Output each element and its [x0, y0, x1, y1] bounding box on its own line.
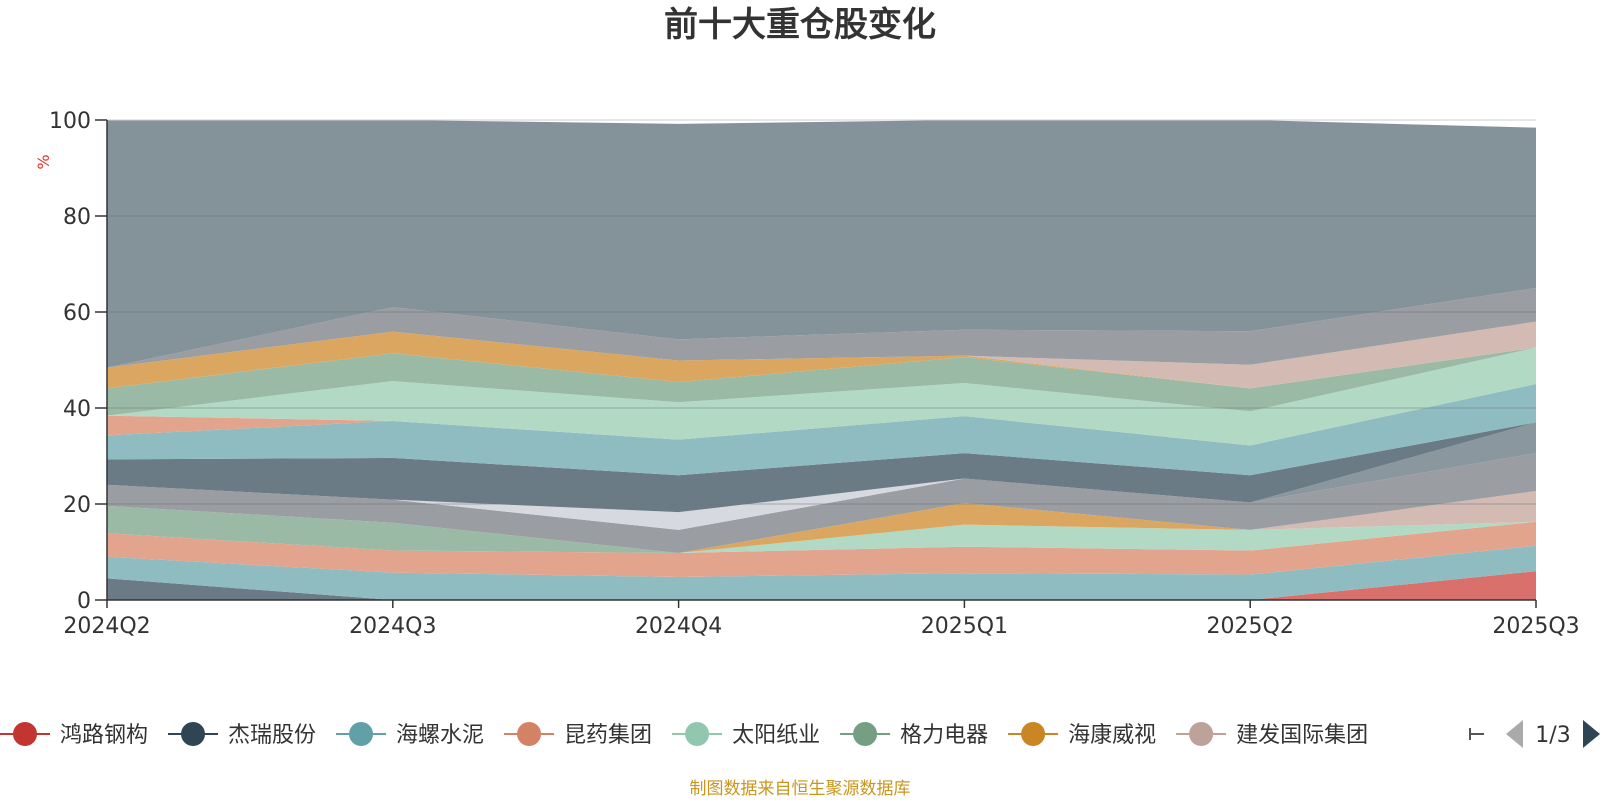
x-tick-label: 2024Q3 — [349, 614, 436, 639]
legend-marker — [685, 722, 710, 746]
area-layer-4 — [107, 521, 1536, 553]
area-layers — [107, 120, 1536, 600]
legend-item[interactable]: 建发国际集团 — [1176, 722, 1368, 748]
area-layer-13 — [107, 384, 1536, 476]
legend-marker — [1189, 722, 1214, 746]
y-tick-label: 0 — [77, 589, 91, 614]
legend-marker — [349, 722, 374, 746]
legend-item[interactable]: 海螺水泥 — [336, 722, 484, 748]
area-layer-18 — [107, 321, 1536, 389]
legend-next-icon[interactable] — [1583, 720, 1600, 748]
legend-item[interactable]: 格力电器 — [840, 722, 988, 748]
area-layer-0 — [107, 571, 1536, 600]
axes: 2024Q2 2024Q3 2024Q4 2025Q1 2025Q2 2025Q3 — [63, 120, 1580, 639]
area-layer-15 — [107, 347, 1536, 446]
area-layer-17 — [107, 331, 1536, 389]
legend-label: 昆药集团 — [564, 723, 652, 748]
legend-marker — [181, 722, 206, 746]
y-tick-label: 80 — [63, 205, 91, 230]
x-tick-label: 2025Q1 — [921, 614, 1008, 639]
area-layer-1 — [107, 571, 1536, 600]
legend-item[interactable]: 鸿路钢构 — [0, 722, 148, 748]
y-axis-unit: % — [34, 154, 53, 169]
legend-label: 海螺水泥 — [396, 723, 484, 748]
x-tick-label: 2025Q2 — [1207, 614, 1294, 639]
area-layer-8 — [107, 453, 1536, 553]
area-layer-5 — [107, 505, 1536, 553]
area-layer-12 — [107, 422, 1536, 513]
legend-label: 鸿路钢构 — [60, 723, 148, 748]
area-layer-16 — [107, 347, 1536, 416]
legend-page-indicator: 1/3 — [1535, 723, 1570, 748]
source-note: 制图数据来自恒生聚源数据库 — [690, 779, 911, 799]
y-tick-label: 20 — [63, 493, 91, 518]
x-tick-label: 2025Q3 — [1492, 614, 1579, 639]
area-layer-2 — [107, 545, 1536, 600]
legend-label: 杰瑞股份 — [228, 723, 316, 748]
legend-item[interactable]: 昆药集团 — [504, 722, 652, 748]
y-tick-label: 100 — [49, 109, 91, 134]
y-tick-label: 60 — [63, 301, 91, 326]
legend: 鸿路钢构 杰瑞股份 海螺水泥 昆药集团 太阳纸业 格力电器 海康威视 建发国际集团 1/3 — [0, 720, 1600, 748]
legend-marker — [1021, 722, 1046, 746]
grid-lines: 0 20 40 60 80 100 — [49, 109, 1536, 614]
legend-item[interactable]: 海康威视 — [1008, 722, 1156, 748]
area-layer-20 — [107, 120, 1536, 368]
chart-title: 前十大重仓股变化 — [664, 5, 936, 45]
legend-item[interactable]: 杰瑞股份 — [168, 722, 316, 748]
legend-label: 太阳纸业 — [732, 723, 820, 748]
x-tick-label: 2024Q2 — [63, 614, 150, 639]
x-tick-label: 2024Q4 — [635, 614, 722, 639]
legend-label: 建发国际集团 — [1236, 723, 1368, 748]
legend-label: 海康威视 — [1068, 723, 1156, 748]
legend-marker — [517, 722, 542, 746]
area-layer-19 — [107, 288, 1536, 368]
legend-label: 格力电器 — [900, 723, 988, 748]
legend-marker — [853, 722, 878, 746]
legend-marker — [13, 722, 37, 746]
y-tick-label: 40 — [63, 397, 91, 422]
legend-prev-icon[interactable] — [1506, 720, 1523, 748]
legend-item[interactable]: 太阳纸业 — [672, 722, 820, 748]
area-layer-3 — [107, 521, 1536, 577]
